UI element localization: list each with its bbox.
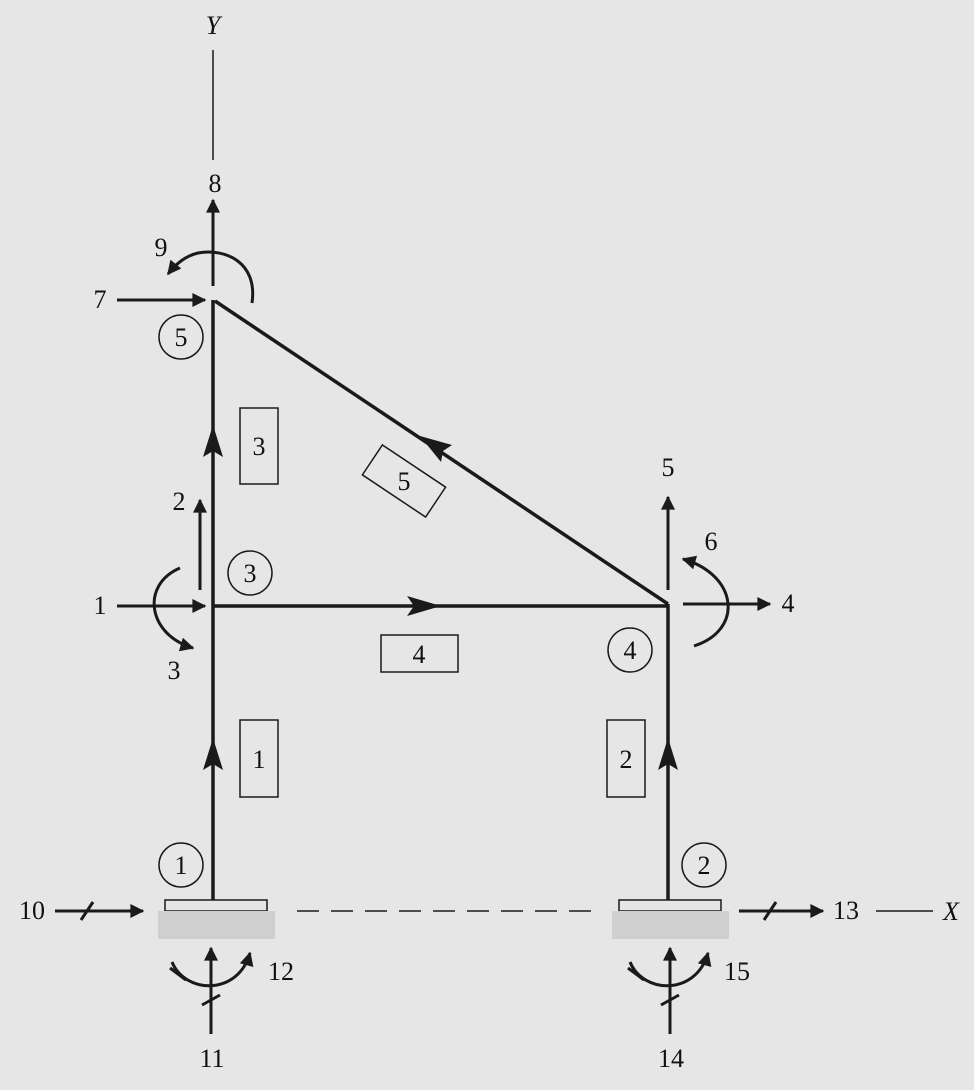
restraint-slash <box>627 966 645 982</box>
y-axis-label: Y <box>206 11 223 40</box>
member-label-box <box>239 407 279 485</box>
dof-moment-arrow <box>166 250 255 304</box>
dof-label: 10 <box>19 896 45 925</box>
member-2-direction-arrow <box>658 738 678 770</box>
member-1-direction-arrow <box>203 738 223 770</box>
support-node-2 <box>612 899 729 939</box>
node-label: 4 <box>624 636 637 665</box>
dof-label: 8 <box>209 169 222 198</box>
member-label-box <box>606 719 646 798</box>
dof-label: 7 <box>94 285 107 314</box>
dof-label: 5 <box>662 453 675 482</box>
restraint-slash <box>169 966 187 982</box>
node-label: 2 <box>698 851 711 880</box>
support-plate <box>164 899 268 912</box>
member-label: 2 <box>620 745 633 774</box>
node-label-circle <box>227 550 273 596</box>
member-label: 1 <box>253 745 266 774</box>
node-label-circle <box>607 627 653 673</box>
node-label: 1 <box>175 851 188 880</box>
dof-label: 15 <box>724 957 750 986</box>
member-5-direction-arrow <box>420 436 452 462</box>
member-label: 4 <box>413 640 426 669</box>
restraint-slash <box>660 993 680 1007</box>
dof-moment-arrow <box>152 566 195 652</box>
support-node-1 <box>158 899 275 939</box>
support-ground <box>158 911 275 939</box>
dof-label: 6 <box>705 527 718 556</box>
member-3-direction-arrow <box>203 425 223 457</box>
restraint-slash <box>201 993 221 1007</box>
restraint-slash <box>79 901 95 921</box>
dof-label: 12 <box>268 957 294 986</box>
dof-label: 2 <box>173 487 186 516</box>
member-label-box <box>380 634 459 673</box>
support-ground <box>612 911 729 939</box>
dof-label: 13 <box>833 896 859 925</box>
dof-label: 11 <box>199 1044 224 1073</box>
node-label: 3 <box>244 559 257 588</box>
node-label-circle <box>681 842 727 888</box>
dof-label: 3 <box>168 656 181 685</box>
dof-moment-arrow <box>170 951 254 988</box>
support-plate <box>618 899 722 912</box>
node-label: 5 <box>175 323 188 352</box>
member-label-box <box>361 443 447 519</box>
dof-moment-arrow <box>681 555 730 648</box>
dof-label: 4 <box>782 589 795 618</box>
member-label-box <box>239 719 279 798</box>
x-axis-label: X <box>942 897 960 926</box>
dof-label: 9 <box>155 233 168 262</box>
restraint-slash <box>762 901 778 921</box>
member-label: 3 <box>253 432 266 461</box>
dof-label: 1 <box>94 591 107 620</box>
member-label: 5 <box>398 467 411 496</box>
member-4-direction-arrow <box>407 596 441 616</box>
node-label-circle <box>158 314 204 360</box>
dof-label: 14 <box>658 1044 684 1073</box>
node-label-circle <box>158 842 204 888</box>
dof-moment-arrow <box>628 951 712 988</box>
